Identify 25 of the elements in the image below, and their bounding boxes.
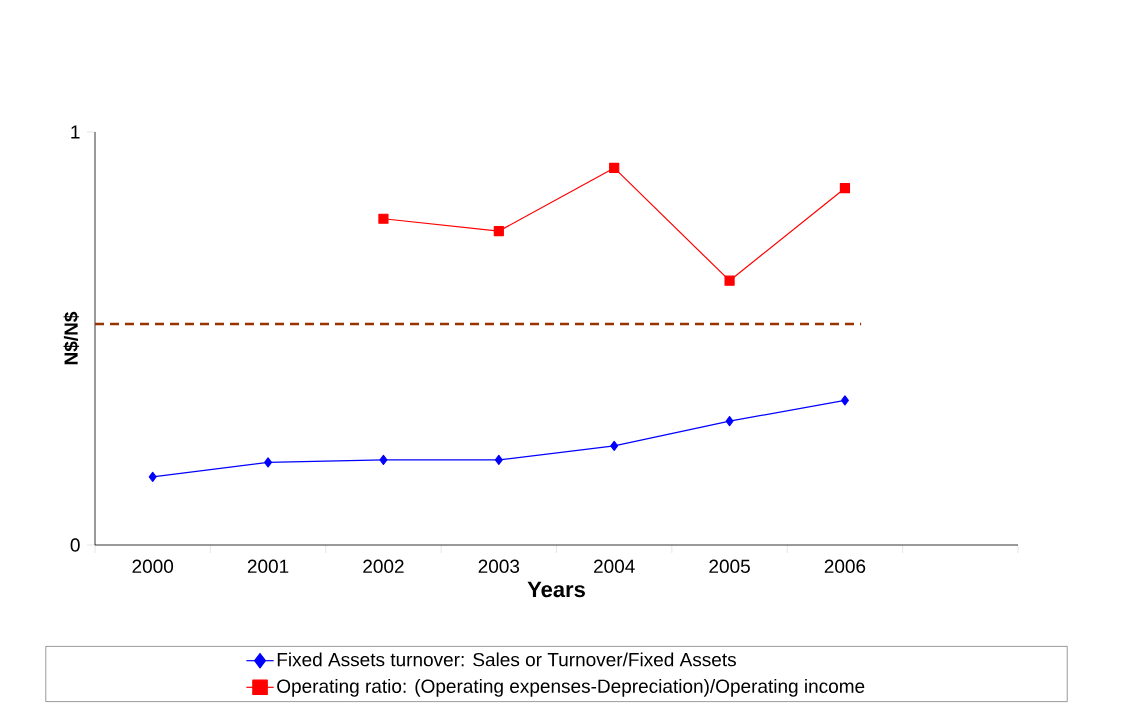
y-axis-title: N$/N$ (63, 311, 80, 365)
x-tick-label: 2000 (132, 559, 174, 573)
point (379, 454, 388, 466)
x-tick-label: 2001 (247, 559, 289, 573)
point (378, 213, 389, 224)
point (148, 471, 157, 482)
point (264, 457, 273, 468)
point (494, 454, 503, 466)
legend-label: Operating ratio: (Operating expenses-Depreciation)/Operating income (277, 679, 865, 697)
point (609, 162, 620, 174)
x-tick-label: 2005 (709, 559, 750, 573)
legend-label: Fixed Assets turnover: Sales or Turnover/Fixed Assets (277, 652, 736, 667)
point (725, 416, 734, 427)
x-tick-label: 2002 (363, 559, 404, 573)
y-tick-label: 1 (71, 125, 80, 139)
point (840, 395, 849, 406)
x-tick-label: 2004 (594, 559, 635, 573)
point (610, 440, 619, 451)
point (839, 183, 851, 194)
x-axis-title: Years (527, 581, 585, 598)
x-tick-label: 2003 (478, 559, 520, 573)
y-tick-label: 0 (70, 538, 80, 552)
x-tick-label: 2006 (824, 559, 866, 573)
point (724, 275, 735, 286)
point (493, 226, 504, 237)
